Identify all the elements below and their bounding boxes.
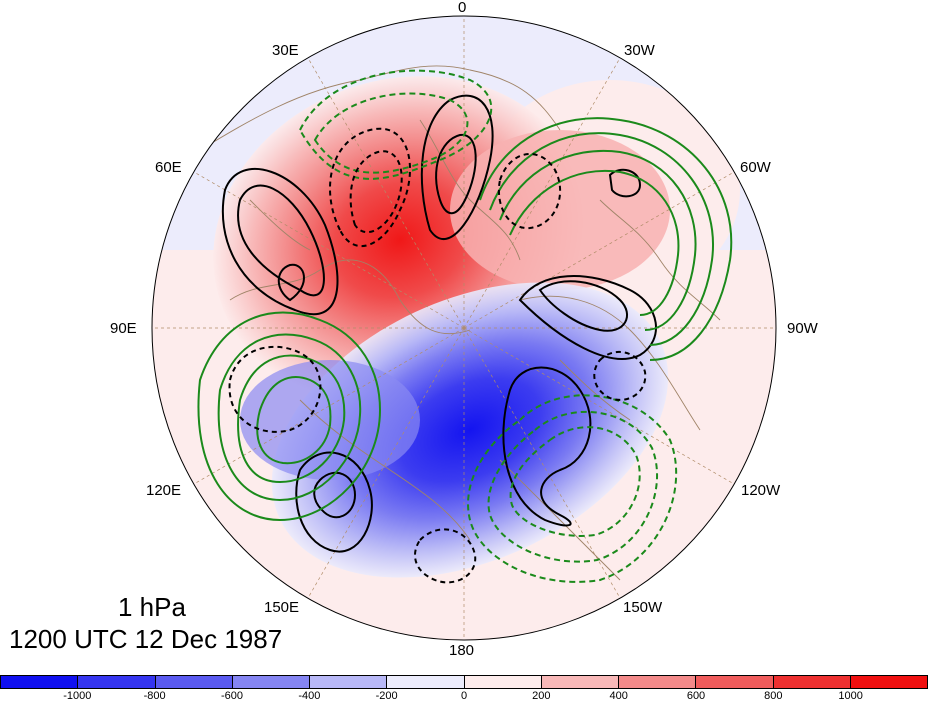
map-boundary (151, 15, 777, 641)
colorbar-segment (1, 676, 79, 688)
colorbar-segment (850, 676, 927, 688)
lon-label-120e: 120E (146, 482, 182, 499)
lon-label-60w: 60W (740, 159, 771, 176)
colorbar-tick-label: -1000 (63, 690, 92, 702)
colorbar-segment (232, 676, 310, 688)
colorbar-segment (387, 676, 465, 688)
colorbar-segment (310, 676, 388, 688)
colorbar-tick-label: -200 (375, 690, 398, 702)
graticule (152, 16, 776, 640)
colorbar-segment (464, 676, 542, 688)
colorbar-segment (773, 676, 851, 688)
lon-label-150w: 150W (623, 599, 663, 616)
colorbar-tick-label: 200 (532, 690, 551, 702)
colorbar-tick-label: 400 (609, 690, 628, 702)
colorbar-tick-label: 800 (764, 690, 783, 702)
colorbar-tick-label: 600 (686, 690, 706, 702)
lon-label-150e: 150E (264, 599, 300, 616)
colorbar-tick-label: -400 (298, 690, 321, 702)
colorbar-tick-label: 1000 (838, 690, 863, 702)
colorbar (0, 675, 928, 689)
lon-label-90w: 90W (787, 320, 818, 337)
lon-label-180: 180 (449, 642, 475, 659)
colorbar-segment (696, 676, 774, 688)
lon-label-90e: 90E (110, 320, 137, 337)
lon-label-120w: 120W (741, 482, 781, 499)
coastlines (199, 65, 721, 581)
colorbar-segment (619, 676, 697, 688)
colorbar-segment (155, 676, 233, 688)
lon-label-60e: 60E (155, 159, 182, 176)
colorbar-segment (78, 676, 156, 688)
colorbar-tick-label: -600 (220, 690, 244, 702)
colorbar-tick-label: 0 (460, 690, 468, 702)
lon-label-0: 0 (458, 0, 467, 16)
colorbar-tick-label: -800 (143, 690, 166, 702)
positive-height-contours-dashed (228, 127, 647, 584)
lon-label-30w: 30W (624, 42, 655, 59)
pressure-level-title: 1 hPa (118, 592, 186, 622)
colorbar-segment (541, 676, 619, 688)
lon-label-30e: 30E (272, 42, 299, 59)
datetime-title: 1200 UTC 12 Dec 1987 (9, 624, 283, 654)
negative-height-contours (197, 117, 733, 522)
negative-height-contours-dashed (298, 69, 678, 583)
